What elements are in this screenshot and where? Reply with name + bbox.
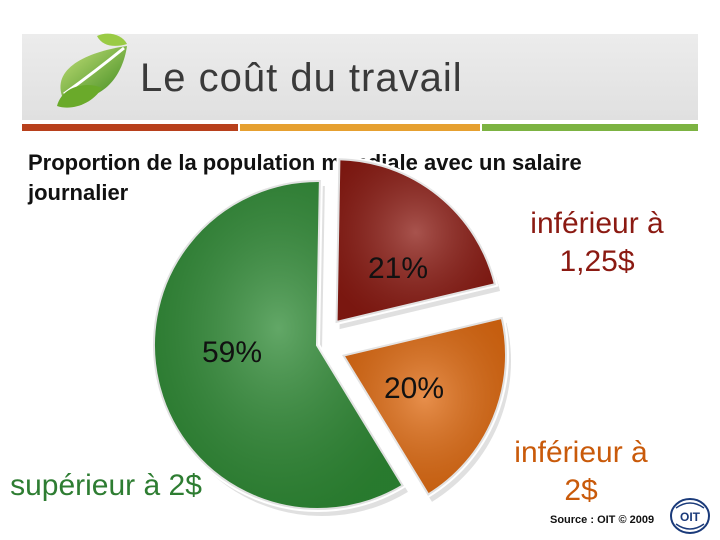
slice-label-red: 21% xyxy=(368,252,429,285)
stripe-red xyxy=(22,124,238,131)
header-band xyxy=(22,34,698,120)
page-title: Le coût du travail xyxy=(140,56,463,100)
chart-subtitle: Proportion de la population mondiale ave… xyxy=(28,150,582,205)
slice-label-orange: 20% xyxy=(384,372,445,405)
legend-orange: inférieur à 2$ xyxy=(514,436,648,507)
ilo-logo-text: OIT xyxy=(680,510,701,524)
pie-slice-green-highlight xyxy=(152,179,404,510)
leaf-icon xyxy=(57,33,127,108)
pie-slice-orange-highlight xyxy=(342,316,508,496)
pie-slice-red-highlight xyxy=(335,158,497,324)
legend-red: inférieur à 1,25$ xyxy=(530,207,664,278)
legend-green: supérieur à 2$ xyxy=(10,469,202,502)
ilo-logo-icon: OIT xyxy=(670,498,710,534)
stripe-orange xyxy=(240,124,480,131)
source-text: Source : OIT © 2009 xyxy=(550,514,655,526)
slice-label-green: 59% xyxy=(202,336,263,369)
stripe-green xyxy=(482,124,698,131)
